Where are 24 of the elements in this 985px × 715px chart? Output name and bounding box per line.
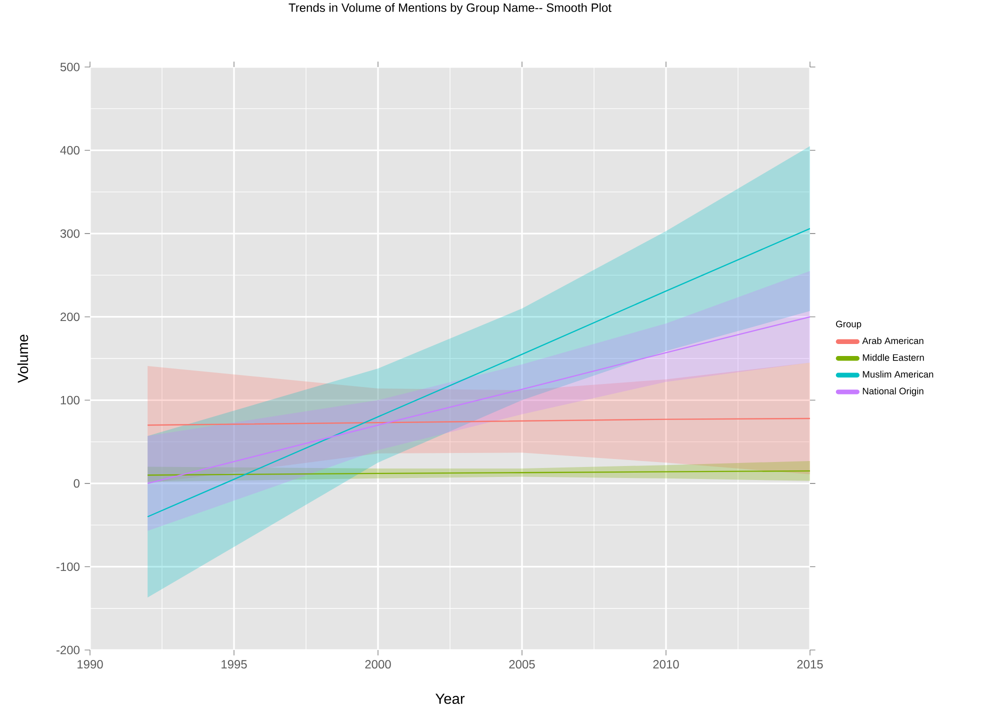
y-tick-label: -100 [56, 562, 80, 571]
x-tick-label: 2005 [509, 660, 535, 669]
chart-title: Trends in Volume of Mentions by Group Name-- Smooth Plot [288, 3, 612, 14]
legend-label: National Origin [862, 388, 924, 396]
line-series [147, 228, 810, 518]
y-tick-label: 100 [60, 396, 80, 404]
legend-label: Muslim American [862, 370, 934, 378]
y-axis-title: Volume [17, 334, 28, 383]
y-tick-label: 0 [74, 479, 80, 488]
x-tick-label: 2015 [797, 660, 823, 669]
y-tick-label: 400 [60, 146, 80, 155]
x-tick-label: 2000 [365, 660, 391, 669]
legend-title: Group [836, 320, 862, 330]
line-series [147, 316, 810, 484]
x-tick-label: 1995 [222, 660, 247, 669]
y-tick-label: 300 [60, 229, 80, 238]
legend-label: Arab American [862, 337, 924, 344]
x-tick-label: 2010 [653, 660, 679, 669]
y-tick-label: 500 [60, 62, 80, 72]
x-axis-title: Year [436, 694, 465, 704]
x-tick-label: 1990 [78, 660, 103, 669]
y-tick-label: 200 [60, 312, 80, 322]
y-tick-label: -200 [56, 646, 80, 654]
legend-label: Middle Eastern [862, 354, 924, 361]
